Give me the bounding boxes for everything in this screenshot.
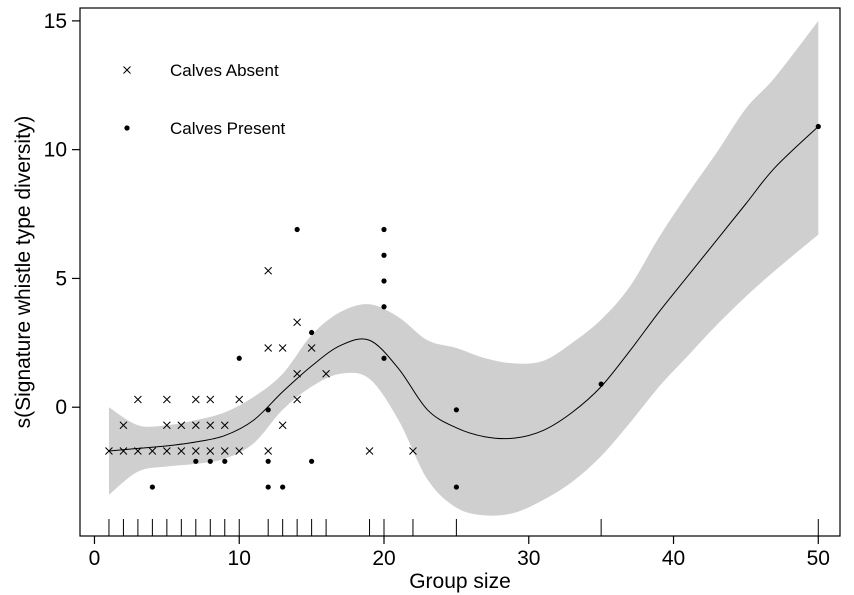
legend-cross-marker (123, 66, 131, 74)
point-calves-present-0 (149, 484, 155, 490)
point-calves-present-8 (280, 484, 286, 490)
y-axis: 0 5 10 15 (44, 10, 80, 419)
x-tick-label-30: 30 (517, 547, 540, 570)
point-calves-absent-1 (119, 447, 128, 455)
point-calves-present-15 (381, 304, 387, 310)
point-calves-present-5 (265, 407, 271, 413)
point-calves-absent-5 (148, 447, 157, 455)
point-calves-absent-4 (134, 395, 142, 404)
point-calves-absent-20 (235, 395, 244, 404)
point-calves-absent-32 (409, 447, 417, 455)
point-calves-present-3 (222, 458, 228, 464)
point-calves-absent-13 (191, 395, 200, 404)
x-tick-label-40: 40 (662, 547, 685, 570)
legend-marker-calves-present (124, 125, 130, 131)
point-calves-absent-30 (322, 369, 330, 378)
confidence-band (108, 20, 819, 516)
point-calves-present-7 (265, 484, 271, 490)
point-calves-absent-7 (163, 421, 171, 430)
point-calves-absent-10 (177, 421, 186, 430)
x-axis-label: Group size (409, 570, 511, 593)
point-calves-present-17 (453, 407, 459, 413)
point-calves-absent-26 (293, 395, 301, 404)
x-tick-label-0: 0 (89, 547, 101, 570)
point-calves-absent-3 (134, 447, 142, 455)
point-calves-absent-19 (235, 447, 244, 455)
point-calves-present-2 (207, 458, 213, 464)
y-tick-label-5: 5 (55, 267, 67, 290)
point-calves-present-12 (381, 226, 387, 233)
point-calves-absent-24 (278, 421, 287, 430)
points-layer (105, 123, 821, 490)
point-calves-absent-9 (177, 447, 186, 455)
point-calves-absent-29 (307, 344, 316, 352)
point-calves-absent-11 (191, 447, 200, 455)
point-calves-present-14 (381, 278, 387, 284)
point-calves-absent-31 (365, 447, 374, 455)
x-tick-label-50: 50 (807, 547, 830, 570)
y-tick-label-10: 10 (44, 139, 67, 162)
point-calves-absent-16 (206, 395, 215, 404)
point-calves-present-1 (193, 458, 199, 464)
point-calves-present-9 (294, 226, 300, 233)
point-calves-present-4 (236, 355, 242, 361)
point-calves-absent-25 (278, 344, 287, 352)
legend-marker-calves-absent (123, 66, 131, 74)
point-calves-absent-18 (220, 421, 229, 430)
y-axis-label: s(Signature whistle type diversity) (12, 116, 35, 429)
point-calves-absent-21 (264, 447, 273, 455)
y-tick-label-15: 15 (44, 10, 67, 33)
point-calves-present-16 (381, 355, 387, 361)
legend-label-calves-absent: Calves Absent (170, 61, 279, 80)
point-calves-absent-17 (220, 447, 229, 455)
point-calves-absent-27 (293, 369, 301, 378)
point-calves-absent-28 (293, 318, 301, 327)
point-calves-absent-2 (119, 421, 128, 430)
legend: Calves Absent Calves Present (123, 61, 286, 138)
point-calves-present-13 (381, 252, 387, 258)
point-calves-present-19 (598, 381, 604, 387)
x-tick-label-20: 20 (372, 547, 395, 570)
smooth-fit-line (108, 126, 819, 452)
point-calves-absent-15 (206, 421, 215, 430)
rug-layer (108, 519, 819, 536)
point-calves-present-11 (309, 458, 315, 464)
point-calves-absent-12 (191, 421, 200, 430)
point-calves-present-18 (453, 484, 459, 490)
legend-dot-marker (124, 125, 130, 131)
point-calves-present-20 (815, 123, 821, 130)
point-calves-absent-22 (264, 344, 273, 352)
plot-frame (79, 7, 841, 537)
point-calves-absent-0 (105, 447, 113, 455)
x-axis: 0 10 20 30 40 50 (89, 536, 830, 570)
confidence-band-layer (108, 20, 819, 516)
point-calves-absent-6 (163, 447, 171, 455)
point-calves-absent-14 (206, 447, 215, 455)
point-calves-present-10 (309, 329, 315, 336)
smooth-line-layer (108, 126, 819, 452)
x-tick-label-10: 10 (228, 547, 251, 570)
point-calves-absent-8 (163, 395, 171, 404)
point-calves-absent-23 (264, 266, 273, 275)
y-tick-label-0: 0 (55, 396, 67, 419)
point-calves-present-6 (265, 458, 271, 464)
legend-label-calves-present: Calves Present (170, 119, 286, 138)
